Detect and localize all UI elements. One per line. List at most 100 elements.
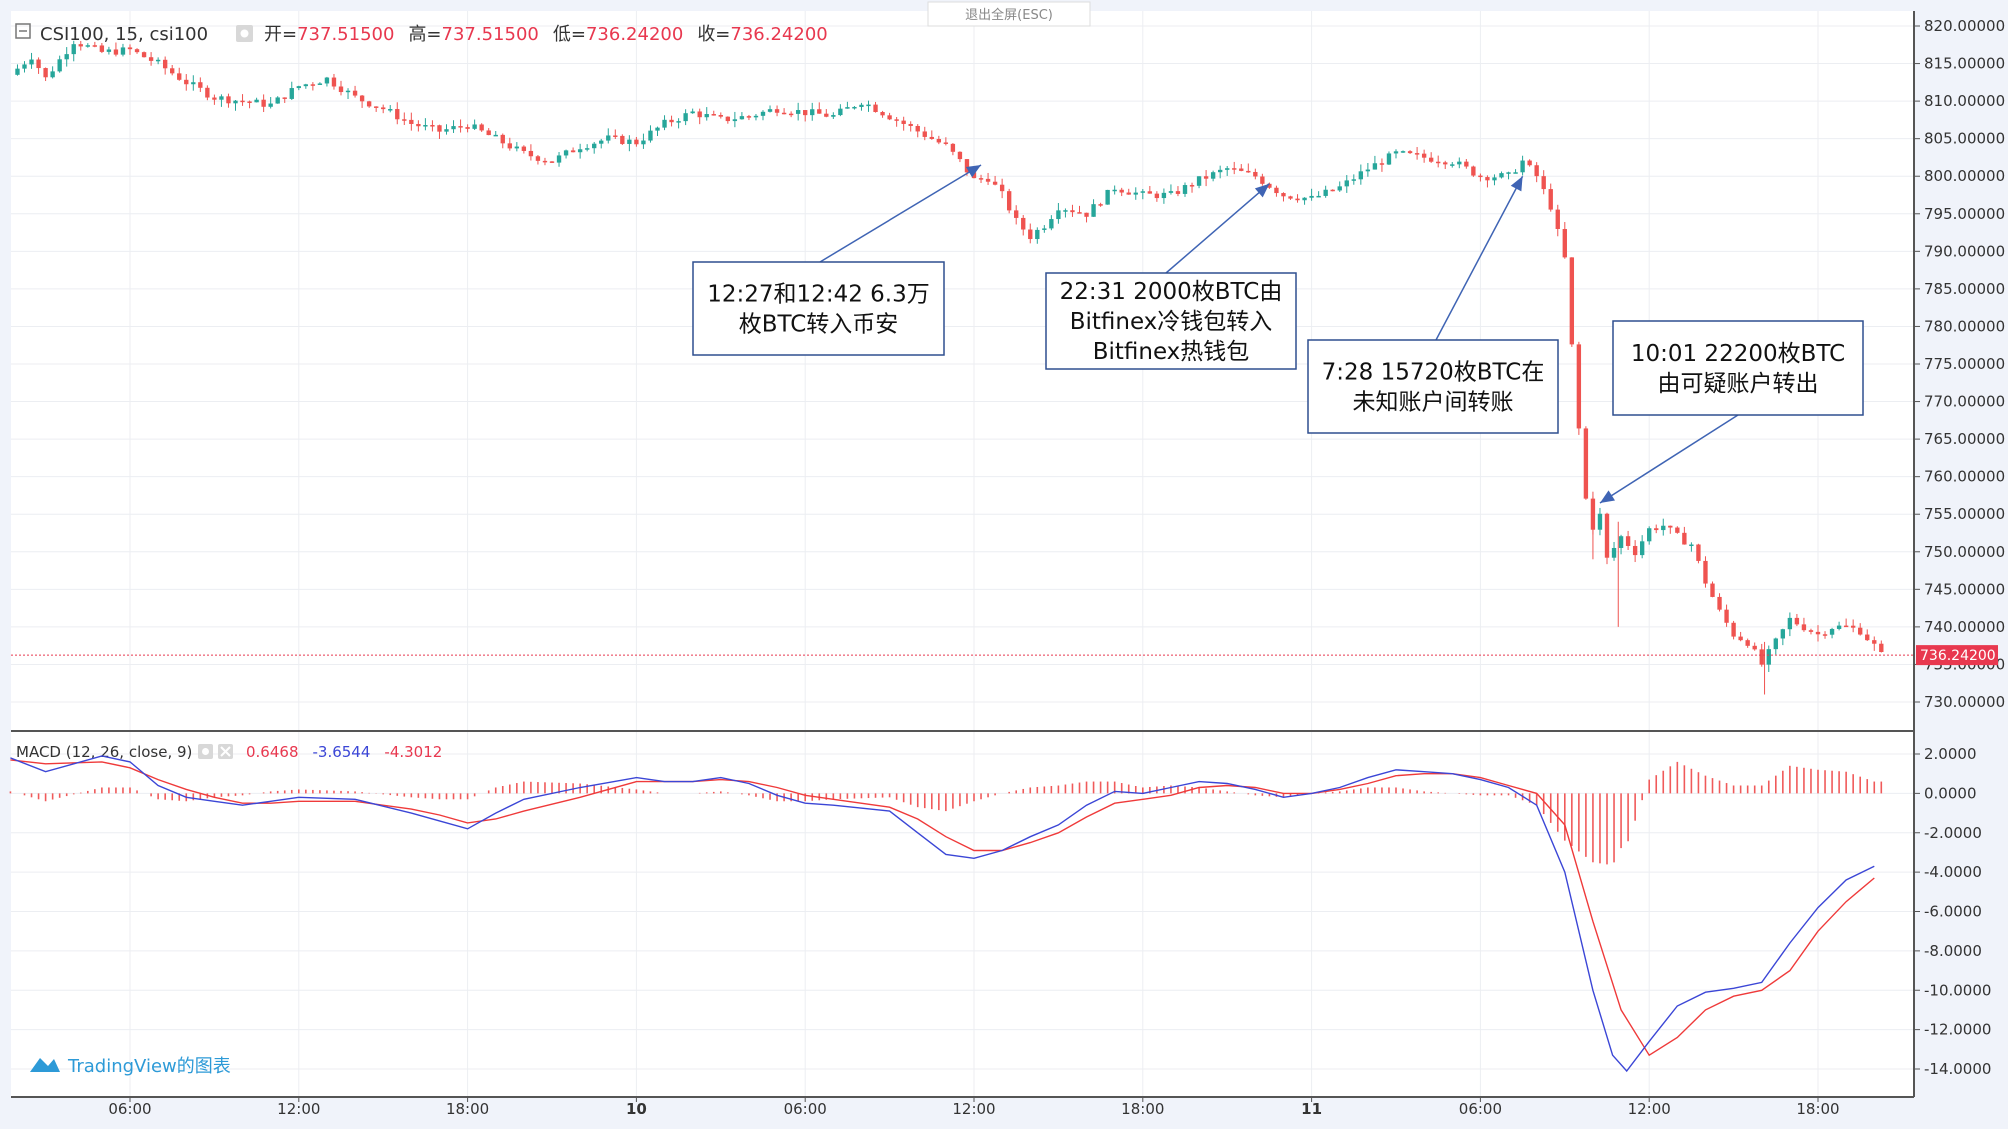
candle-body <box>584 148 590 150</box>
candle-body <box>507 143 512 149</box>
candle-body <box>184 79 189 85</box>
price-pane[interactable] <box>11 40 1914 695</box>
candle-body <box>1042 228 1047 230</box>
candle <box>908 121 913 132</box>
candle <box>1548 183 1553 212</box>
candle <box>549 161 555 164</box>
time-tick-label: 18:00 <box>1796 1100 1839 1118</box>
candle <box>177 67 182 81</box>
tradingview-logo[interactable]: TradingView的图表 <box>30 1056 231 1077</box>
candle <box>873 101 878 113</box>
candle-body <box>1021 217 1026 230</box>
candle <box>1787 612 1793 637</box>
candle <box>556 152 562 167</box>
annotation-text-line: Bitfinex冷钱包转入 <box>1070 309 1273 335</box>
candle <box>915 124 920 138</box>
time-scale[interactable]: 06:00 12:00 18:00 10 06:00 12:00 18:00 11 06:00 1… <box>108 1097 1840 1118</box>
candle-body <box>1576 344 1582 429</box>
candle-body <box>1260 176 1265 184</box>
candle-body <box>943 142 949 144</box>
candle <box>465 124 470 133</box>
candle-body <box>275 97 280 104</box>
candle <box>1773 637 1778 655</box>
candle-body <box>606 135 611 141</box>
candle-body <box>120 47 126 55</box>
collapse-legend-icon[interactable] <box>15 23 31 39</box>
macd-close-icon[interactable] <box>218 744 233 759</box>
candle-body <box>388 109 393 111</box>
candle-body <box>99 45 105 52</box>
candle <box>1126 188 1131 195</box>
macd-pane[interactable] <box>9 755 1883 1073</box>
candle-body <box>92 45 98 47</box>
candle-body <box>1583 428 1589 499</box>
candle <box>1668 525 1673 534</box>
candle <box>1246 163 1251 173</box>
candle-body <box>908 123 913 126</box>
annotation-box <box>692 261 945 356</box>
candle <box>1316 191 1321 198</box>
candle <box>1464 159 1469 169</box>
candle-body <box>1182 185 1188 194</box>
time-tick-label: 12:00 <box>277 1100 320 1118</box>
candle-body <box>669 119 674 123</box>
candle <box>1815 625 1821 642</box>
candle-body <box>162 59 168 69</box>
candle <box>634 136 639 147</box>
candle-body <box>817 109 822 114</box>
time-tick-label: 06:00 <box>1459 1100 1502 1118</box>
price-tick-label: 750.00000 <box>1924 543 2005 561</box>
macd-scale[interactable]: 2.0000 0.0000 -2.0000 -4.0000 -6.0000 -8.0000… <box>1914 745 1991 1078</box>
candle <box>592 141 597 154</box>
candle-body <box>1745 640 1750 646</box>
price-scale[interactable]: 820.00000 815.00000 810.00000 805.00000 800.… <box>1914 17 2005 711</box>
candle <box>479 123 484 132</box>
settings-gear-icon[interactable] <box>236 25 253 42</box>
candle <box>1091 199 1096 217</box>
branding-text[interactable]: TradingView的图表 <box>67 1056 231 1077</box>
annotation-arrowhead <box>1510 176 1523 192</box>
candle-body <box>1189 185 1195 187</box>
candle <box>71 40 76 62</box>
main-legend: CSI100, 15, csi100 开=737.51500 高=737.5150… <box>15 23 828 45</box>
candle <box>1724 604 1729 627</box>
candle <box>472 119 477 131</box>
candle-body <box>950 143 956 152</box>
candle-body <box>127 47 133 50</box>
candle-body <box>1035 229 1040 240</box>
candle-body <box>148 57 154 61</box>
annotation-arrow-line <box>1599 414 1739 504</box>
candle-body <box>1457 161 1462 165</box>
candle <box>613 129 618 140</box>
close-label: 收= <box>697 24 730 45</box>
annotation-arrowhead <box>965 164 982 178</box>
candle <box>542 157 548 166</box>
candle <box>324 76 330 87</box>
candle <box>746 114 752 121</box>
candle <box>1661 518 1666 536</box>
macd-signal-value: -4.3012 <box>384 743 442 761</box>
candle-body <box>1773 638 1778 650</box>
candle-body <box>634 139 639 145</box>
candle <box>1274 185 1279 197</box>
macd-hist-value: 0.6468 <box>246 743 299 761</box>
candle <box>1260 173 1265 186</box>
macd-settings-icon[interactable] <box>198 744 213 759</box>
candle <box>1696 543 1701 564</box>
candle <box>1639 535 1645 559</box>
candle-body <box>795 110 801 114</box>
candle <box>247 100 252 109</box>
candle-body <box>1625 536 1631 546</box>
candle <box>655 126 660 136</box>
symbol-title: CSI100, 15, csi100 <box>40 24 208 45</box>
candle <box>338 80 344 96</box>
candle-body <box>254 99 259 103</box>
exit-fullscreen-hint[interactable]: 退出全屏(ESC) <box>927 1 1091 27</box>
exit-fullscreen-text[interactable]: 退出全屏(ESC) <box>965 7 1053 23</box>
candle-body <box>78 44 83 47</box>
candle <box>1210 170 1216 182</box>
macd-legend: MACD (12, 26, close, 9) 0.6468 -3.6544 -4.… <box>16 743 442 761</box>
